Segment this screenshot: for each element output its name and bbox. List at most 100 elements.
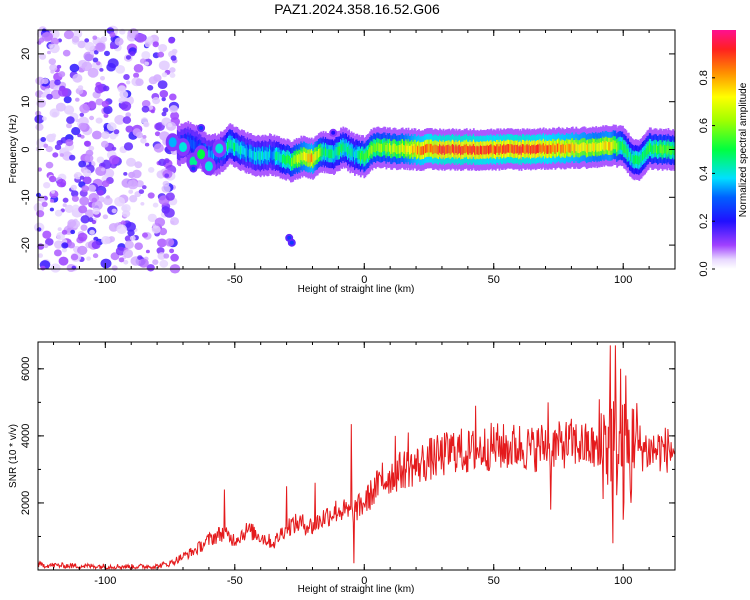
- ridge-cell: [382, 143, 384, 153]
- ridge-cell: [288, 156, 291, 165]
- ridge-cell: [213, 150, 215, 159]
- colorbar: 0.0 0.2 0.4 0.6 0.8 Normalized spectral ampl…: [698, 30, 749, 277]
- ridge-cell: [246, 147, 249, 157]
- noise-blob: [69, 63, 80, 73]
- noise-blob: [91, 241, 101, 249]
- noise-blob: [43, 243, 49, 249]
- ridge-cell: [404, 145, 406, 154]
- ridge-cell: [645, 148, 648, 157]
- noise-blob: [129, 235, 136, 241]
- ridge-cell: [424, 144, 426, 154]
- noise-blob: [119, 90, 129, 99]
- noise-blob: [69, 154, 76, 161]
- noise-blob: [101, 236, 111, 245]
- noise-blob: [71, 195, 79, 202]
- ridge-cell: [269, 149, 271, 158]
- ridge-cell: [425, 144, 427, 154]
- noise-blob: [64, 204, 74, 213]
- noise-blob: [118, 257, 125, 263]
- ridge-cell: [189, 137, 192, 147]
- ridge-cell: [604, 141, 607, 150]
- noise-blob: [129, 195, 138, 203]
- colorbar-ticks: 0.0 0.2 0.4 0.6 0.8: [698, 70, 715, 277]
- ridge-cell: [410, 145, 412, 155]
- ridge-cell: [626, 148, 629, 158]
- noise-blob: [34, 222, 45, 232]
- ridge-cell: [503, 144, 505, 153]
- ridge-cell: [235, 142, 237, 152]
- ridge-cell: [566, 143, 568, 152]
- noise-blob: [146, 264, 155, 272]
- noise-blob: [66, 122, 72, 129]
- ridge-cell: [441, 146, 444, 155]
- noise-blob: [36, 210, 45, 218]
- ridge-cell: [542, 143, 545, 152]
- ridge-cell: [347, 146, 349, 156]
- noise-blob: [37, 167, 42, 172]
- ridge-cell: [284, 155, 286, 164]
- ridge-cell: [570, 142, 573, 152]
- noise-blob: [152, 41, 159, 48]
- noise-blob: [121, 204, 131, 213]
- ridge-cell: [376, 142, 378, 152]
- ridge-cell: [394, 144, 397, 153]
- noise-blob: [83, 169, 92, 177]
- noise-blob: [141, 105, 150, 113]
- noise-blob: [44, 88, 51, 94]
- ridge-cell: [559, 143, 561, 153]
- ridge-cell: [431, 143, 433, 153]
- ridge-cell: [263, 152, 265, 161]
- noise-blob: [161, 184, 171, 193]
- ridge-cell: [355, 149, 357, 159]
- ridge-blob: [179, 142, 187, 153]
- noise-blob: [103, 105, 113, 115]
- ridge-cell: [627, 148, 630, 158]
- ridge-cell: [324, 147, 327, 156]
- noise-blob: [79, 103, 90, 114]
- ridge-cell: [307, 154, 310, 163]
- noise-blob: [67, 242, 75, 249]
- noise-blob: [134, 242, 143, 250]
- ridge-cell: [554, 145, 557, 154]
- noise-blob: [79, 175, 85, 180]
- noise-blob: [135, 33, 146, 43]
- noise-blob: [127, 229, 135, 237]
- ridge-cell: [433, 145, 436, 154]
- noise-blob: [70, 229, 76, 235]
- ridge-cell: [511, 144, 514, 153]
- ridge-cell: [639, 154, 642, 164]
- ridge-cell: [375, 144, 377, 153]
- feature-blob: [331, 130, 336, 135]
- noise-blob: [157, 252, 166, 260]
- ridge-cell: [468, 146, 470, 155]
- ridge-cell: [562, 144, 565, 153]
- noise-blob: [63, 30, 74, 40]
- noise-blob: [49, 199, 55, 203]
- noise-blob: [33, 202, 45, 213]
- noise-blob: [111, 265, 118, 271]
- noise-blob: [153, 143, 164, 153]
- noise-blob: [140, 202, 145, 206]
- ridge-cell: [491, 146, 494, 155]
- noise-blob: [123, 74, 130, 80]
- noise-blob: [125, 112, 131, 118]
- ridge-cell: [337, 146, 340, 156]
- ridge-cell: [560, 144, 563, 154]
- noise-blob: [40, 265, 46, 271]
- ridge-cell: [327, 148, 329, 158]
- ridge-cell: [415, 146, 418, 156]
- noise-blob: [109, 133, 117, 140]
- noise-blob: [78, 160, 87, 168]
- ridge-cell: [611, 141, 614, 151]
- ridge-cell: [613, 140, 616, 150]
- ridge-cell: [414, 144, 417, 153]
- noise-blob: [63, 96, 72, 104]
- ridge-cell: [237, 144, 240, 154]
- ridge-cell: [250, 149, 253, 158]
- ridge-cell: [482, 145, 484, 155]
- ridge-cell: [344, 143, 347, 152]
- ridge-cell: [447, 144, 450, 154]
- ridge-cell: [576, 144, 579, 153]
- y-tick-label: 10: [20, 96, 32, 108]
